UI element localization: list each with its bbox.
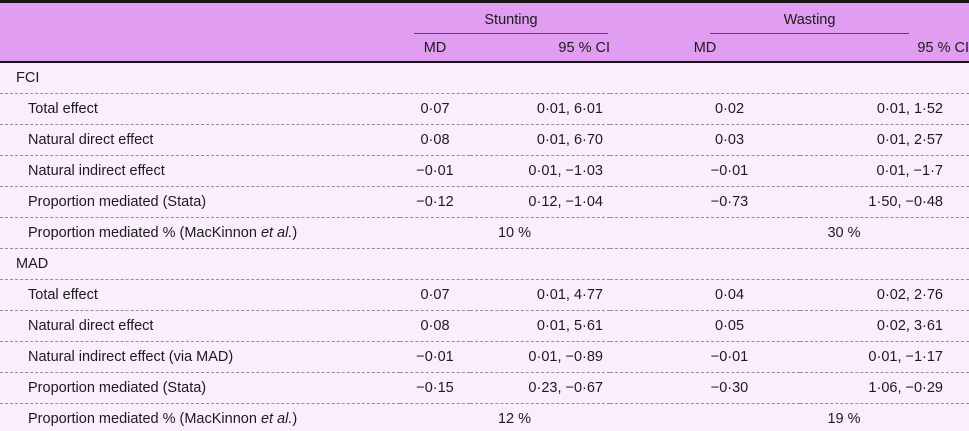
row-label-italic: et al. — [260, 411, 293, 427]
wasting-ci-value: 0·01, 2·57 — [800, 124, 969, 156]
stunting-md-value: −0·15 — [400, 372, 470, 404]
stunting-percent-value: 10 % — [400, 217, 610, 249]
table-row: Natural indirect effect −0·01 0·01, −1·0… — [0, 155, 969, 187]
section-row-mad: MAD — [0, 248, 969, 280]
stunting-ci-value: 0·01, −0·89 — [470, 341, 610, 373]
stunting-ci-value: 0·01, −1·03 — [470, 155, 610, 187]
wasting-md-value: 0·05 — [610, 310, 800, 342]
stunting-md-value: −0·01 — [400, 155, 470, 187]
wasting-percent-value: 19 % — [610, 403, 969, 431]
wasting-ci-value: 0·01, 1·52 — [800, 93, 969, 125]
stunting-ci-value: 0·01, 4·77 — [470, 279, 610, 311]
stunting-md-value: −0·01 — [400, 341, 470, 373]
stunting-md-value: 0·08 — [400, 124, 470, 156]
wasting-md-value: −0·01 — [610, 341, 800, 373]
wasting-ci-value: 0·01, −1·17 — [800, 341, 969, 373]
row-label: Total effect — [0, 279, 400, 311]
table-row-percent: Proportion mediated % (MacKinnon et al.)… — [0, 217, 969, 249]
row-label: Natural indirect effect (via MAD) — [0, 341, 400, 373]
wasting-ci-header: 95 % CI — [917, 39, 969, 56]
empty-corner-cell — [0, 2, 400, 35]
stunting-ci-value: 0·23, −0·67 — [470, 372, 610, 404]
group-header-stunting: Stunting — [400, 2, 610, 34]
stunting-md-value: 0·07 — [400, 93, 470, 125]
table-row: Proportion mediated (Stata) −0·12 0·12, … — [0, 186, 969, 218]
row-label-text: Proportion mediated % (MacKinnon — [28, 225, 261, 241]
wasting-md-value: 0·03 — [610, 124, 800, 156]
stunting-ci-value: 0·01, 5·61 — [470, 310, 610, 342]
table-body: FCI Total effect 0·07 0·01, 6·01 0·02 0·… — [0, 62, 969, 431]
table-row: Natural direct effect 0·08 0·01, 6·70 0·… — [0, 124, 969, 156]
stunting-ci-value: 0·01, 6·70 — [470, 124, 610, 156]
stunting-group-label: Stunting — [484, 12, 538, 28]
wasting-ci-value: 1·06, −0·29 — [800, 372, 969, 404]
row-label: Proportion mediated (Stata) — [0, 186, 400, 218]
column-header-row: MD 95 % CI MD 95 % CI — [0, 34, 969, 62]
row-label: Proportion mediated % (MacKinnon et al.) — [0, 403, 400, 431]
wasting-md-value: −0·01 — [610, 155, 800, 187]
table-row: Natural direct effect 0·08 0·01, 5·61 0·… — [0, 310, 969, 342]
row-label: Natural direct effect — [0, 310, 400, 342]
row-label-text: Proportion mediated % (MacKinnon — [28, 411, 261, 427]
stunting-md-value: 0·08 — [400, 310, 470, 342]
row-label-suffix: ) — [292, 411, 298, 427]
wasting-ci-value: 0·01, −1·7 — [800, 155, 969, 187]
empty-label-header — [0, 34, 400, 62]
stunting-ci-header: 95 % CI — [558, 39, 610, 56]
wasting-md-value: −0·30 — [610, 372, 800, 404]
wasting-ci-value: 1·50, −0·48 — [800, 186, 969, 218]
row-label-suffix: ) — [292, 225, 298, 241]
row-label: Total effect — [0, 93, 400, 125]
wasting-md-value: −0·73 — [610, 186, 800, 218]
stunting-ci-value: 0·01, 6·01 — [470, 93, 610, 125]
wasting-md-value: 0·04 — [610, 279, 800, 311]
table-row: Total effect 0·07 0·01, 4·77 0·04 0·02, … — [0, 279, 969, 311]
section-row-fci: FCI — [0, 62, 969, 94]
table-header: Stunting Wasting MD 95 % CI MD 95 % CI — [0, 1, 969, 62]
stunting-percent-value: 12 % — [400, 403, 610, 431]
wasting-group-underline: Wasting — [710, 12, 909, 34]
wasting-ci-value: 0·02, 3·61 — [800, 310, 969, 342]
group-header-wasting: Wasting — [610, 2, 969, 34]
row-label: Natural direct effect — [0, 124, 400, 156]
row-label-italic: et al. — [260, 225, 293, 241]
wasting-percent-value: 30 % — [610, 217, 969, 249]
section-label: MAD — [0, 248, 969, 280]
wasting-md-header: MD — [693, 39, 717, 56]
row-label: Natural indirect effect — [0, 155, 400, 187]
wasting-md-value: 0·02 — [610, 93, 800, 125]
table-row: Proportion mediated (Stata) −0·15 0·23, … — [0, 372, 969, 404]
table-row-percent: Proportion mediated % (MacKinnon et al.)… — [0, 403, 969, 431]
stunting-md-header: MD — [423, 39, 447, 56]
group-header-row: Stunting Wasting — [0, 2, 969, 35]
table-row: Natural indirect effect (via MAD) −0·01 … — [0, 341, 969, 373]
stunting-group-underline: Stunting — [414, 12, 608, 34]
wasting-ci-value: 0·02, 2·76 — [800, 279, 969, 311]
stunting-ci-value: 0·12, −1·04 — [470, 186, 610, 218]
stunting-md-value: 0·07 — [400, 279, 470, 311]
wasting-group-label: Wasting — [783, 12, 836, 28]
row-label: Proportion mediated % (MacKinnon et al.) — [0, 217, 400, 249]
table-row: Total effect 0·07 0·01, 6·01 0·02 0·01, … — [0, 93, 969, 125]
stunting-md-value: −0·12 — [400, 186, 470, 218]
section-label: FCI — [16, 70, 40, 86]
row-label: Proportion mediated (Stata) — [0, 372, 400, 404]
